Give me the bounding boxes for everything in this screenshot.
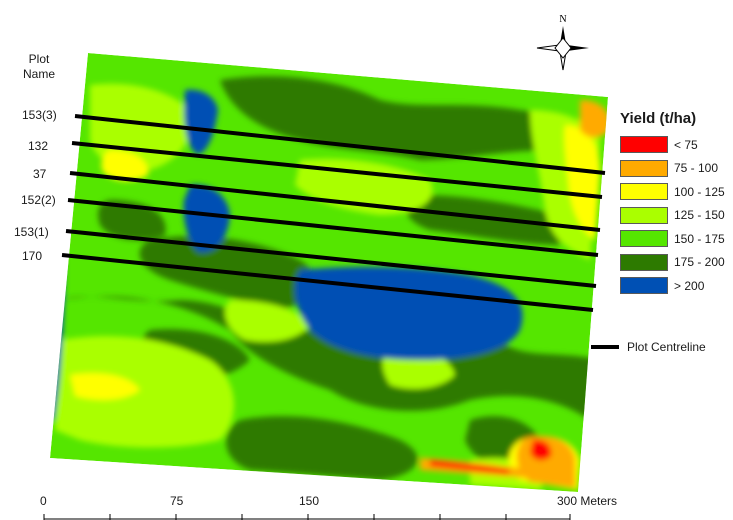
legend-label: 150 - 175 [674,231,725,246]
plot-label-153-3: 153(3) [22,108,57,122]
legend-label: 75 - 100 [674,161,719,176]
plot-label-153-1: 153(1) [14,225,49,239]
plot-name-header: Plot Name [4,52,74,82]
scale-label-300: 300 Meters [557,494,618,508]
scale-label-150: 150 [299,494,320,508]
legend-item: 125 - 150 [620,204,730,228]
centreline-37 [69,171,601,232]
north-label: N [559,14,566,25]
plot-header-line1: Plot [28,52,50,66]
plot-centrelines [61,114,606,312]
legend-swatch [620,277,668,295]
legend-item: < 75 [620,133,730,157]
centreline-170 [61,253,594,312]
legend-swatch [620,159,668,177]
centreline-132 [71,141,603,199]
legend-item: > 200 [620,274,730,298]
legend-item: 100 - 125 [620,180,730,204]
centreline-label: Plot Centreline [627,340,706,354]
centreline-152-2 [67,198,599,257]
scale-bar [43,514,571,520]
plot-header-line2: Name [22,67,55,81]
legend-swatch [620,253,668,271]
legend-label: 175 - 200 [674,255,725,270]
legend-swatch [620,183,668,201]
scale-label-0: 0 [40,494,47,508]
legend-label: 125 - 150 [674,208,725,223]
plot-label-37: 37 [33,167,47,181]
centreline-153-1 [65,229,597,288]
legend-label: 100 - 125 [674,184,725,199]
legend-item: 175 - 200 [620,251,730,275]
scale-label-75: 75 [170,494,184,508]
legend-swatch [620,230,668,248]
plot-label-152-2: 152(2) [21,193,56,207]
legend-swatch [620,206,668,224]
centreline-legend: Plot Centreline [591,340,706,354]
plot-label-132: 132 [28,139,49,153]
north-arrow-icon: N [536,14,589,71]
legend-item: 150 - 175 [620,227,730,251]
legend-title: Yield (t/ha) [620,110,697,127]
centreline-153-3 [74,114,606,175]
legend-label: > 200 [674,278,705,293]
legend-label: < 75 [674,137,698,152]
plot-label-170: 170 [22,249,43,263]
legend-swatch [620,136,668,154]
yield-field [50,53,608,492]
legend-item: 75 - 100 [620,157,730,181]
legend: Yield (t/ha) < 75 75 - 100 100 - 125 125… [620,110,730,298]
centreline-swatch [591,345,619,349]
